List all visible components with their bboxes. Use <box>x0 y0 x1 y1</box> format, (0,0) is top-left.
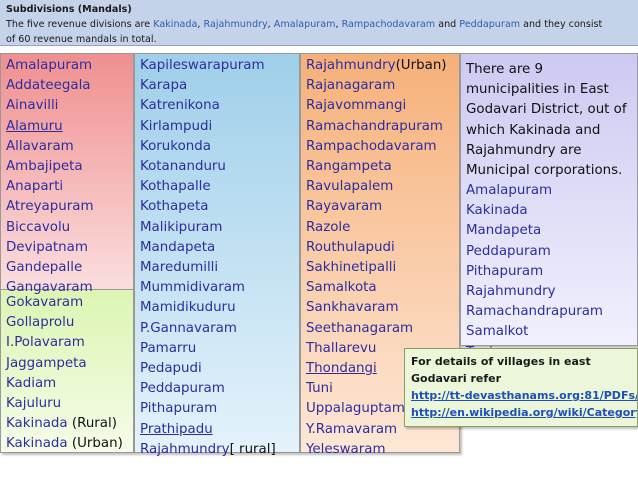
list-item: Razole <box>306 219 351 235</box>
list-item: Karapa <box>140 78 188 94</box>
list-item: Rayavaram <box>306 199 383 215</box>
list-item: Kajuluru <box>6 396 62 412</box>
list-item: Gandepalle <box>6 260 83 276</box>
list-item: Biccavolu <box>6 219 71 235</box>
list-item: Atreyapuram <box>6 199 94 215</box>
list-item: Rajavommangi <box>306 98 407 114</box>
division-rajahmundry: Rajahmundry <box>203 19 268 30</box>
list-item: Maredumilli <box>140 260 219 276</box>
list-item: Gokavaram <box>6 295 84 310</box>
list-item: Ramachandrapuram <box>306 118 443 134</box>
list-item: Mamidikuduru <box>140 300 236 316</box>
list-item: Addateegala <box>6 78 91 94</box>
list-item: Uppalaguptam <box>306 401 405 417</box>
list-item: Sakhinetipalli <box>306 260 397 276</box>
list-item: Jaggampeta <box>6 355 87 371</box>
list-item: Korukonda <box>140 138 211 154</box>
list-item: Thallarevu <box>306 340 377 356</box>
list-item: Routhulapudi <box>306 239 395 255</box>
list-item-rajahmundry-urban: Rajahmundry(Urban) <box>306 58 447 73</box>
mandal-list-3: Kapileswarapuram Karapa Katrenikona Kirl… <box>140 56 276 460</box>
list-item: Amalapuram <box>6 58 93 73</box>
mandal-box-2 <box>0 289 134 453</box>
list-item: Sankhavaram <box>306 300 399 316</box>
list-item-kakinada-urban: Kakinada (Urban) <box>6 436 123 452</box>
list-item: Kadiam <box>6 375 57 391</box>
list-item: Tuni <box>306 381 333 397</box>
description-line-1: The five revenue divisions are Kakinada,… <box>6 19 603 30</box>
list-item: Gangavaram <box>6 280 93 296</box>
division-peddapuram: Peddapuram <box>459 19 521 30</box>
mandal-list-4: Rajahmundry(Urban) Rajanagaram Rajavomma… <box>306 56 447 460</box>
list-item: Mandapeta <box>466 223 542 239</box>
list-item: Pamarru <box>140 340 197 356</box>
list-item: Yeleswaram <box>306 441 386 457</box>
list-item-rajahmundry-rural: Rajahmundry[ rural] <box>140 441 276 457</box>
list-item: Kothapalle <box>140 179 211 195</box>
division-rampachodavaram: Rampachodavaram <box>341 19 436 30</box>
list-item: Anaparti <box>6 179 64 195</box>
list-item: Pithapuram <box>140 401 218 417</box>
list-item: Gollaprolu <box>6 315 75 331</box>
mandal-box-3 <box>134 53 300 453</box>
list-item: Devipatnam <box>6 239 88 255</box>
list-item: Kothapeta <box>140 199 209 215</box>
list-item-kakinada-rural: Kakinada (Rural) <box>6 416 117 432</box>
division-amalapuram: Amalapuram <box>273 19 336 30</box>
list-item: Kotananduru <box>140 159 226 175</box>
list-item: Peddapuram <box>466 243 551 259</box>
list-item: Katrenikona <box>140 98 220 114</box>
mandal-list-2: Gokavaram Gollaprolu I.Polavaram Jaggamp… <box>6 293 123 455</box>
list-item: Ambajipeta <box>6 159 83 175</box>
list-item: Amalapuram <box>466 183 553 198</box>
list-item: Kakinada <box>466 203 528 219</box>
list-item: Samalkota <box>306 280 377 296</box>
list-item: Malikipuram <box>140 219 223 235</box>
list-item: Mummidivaram <box>140 280 245 296</box>
list-item: Kirlampudi <box>140 118 213 134</box>
list-item: Mandapeta <box>140 239 216 255</box>
wikipedia-link[interactable]: http://en.wikipedia.org/wiki/Category <box>411 406 638 419</box>
list-item: Peddapuram <box>140 381 225 397</box>
list-item: Pithapuram <box>466 263 544 279</box>
description-line-2: of 60 revenue mandals in total. <box>6 34 157 45</box>
list-item: I.Polavaram <box>6 335 85 351</box>
list-item: Rajanagaram <box>306 78 396 94</box>
list-item-link[interactable]: Alamuru <box>6 118 63 134</box>
devasthanams-link[interactable]: http://tt-devasthanams.org:81/PDFs/E <box>411 389 638 402</box>
mandal-list-1: Amalapuram Addateegala Ainavilli Alamuru… <box>6 56 94 298</box>
list-item: Ravulapalem <box>306 179 394 195</box>
list-item: Rangampeta <box>306 159 392 175</box>
list-item: Rampachodavaram <box>306 138 437 154</box>
section-title: Subdivisions (Mandals) <box>6 4 132 15</box>
municipalities-intro: There are 9 municipalities in East Godav… <box>466 62 627 179</box>
list-item: Allavaram <box>6 138 74 154</box>
header-banner: Subdivisions (Mandals) The five revenue … <box>0 0 638 46</box>
list-item: P.Gannavaram <box>140 320 237 336</box>
corporation-box <box>460 53 638 346</box>
list-item: Kapileswarapuram <box>140 58 265 73</box>
list-item: Rajahmundry <box>466 284 556 300</box>
municipality-list: Amalapuram Kakinada Mandapeta Peddapuram… <box>466 181 603 363</box>
division-kakinada: Kakinada <box>153 19 198 30</box>
list-item: Samalkot <box>466 324 529 340</box>
list-item-link[interactable]: Thondangi <box>306 361 377 377</box>
list-item: Seethanagaram <box>306 320 414 336</box>
note-line-2: Godavari refer <box>411 372 502 385</box>
list-item: Ainavilli <box>6 98 59 114</box>
mandal-box-1 <box>0 53 134 291</box>
list-item: Pedapudi <box>140 361 202 377</box>
list-item: Y.Ramavaram <box>306 421 398 437</box>
list-item: Ramachandrapuram <box>466 304 603 320</box>
villages-note: For details of villages in east Godavari… <box>404 348 638 427</box>
list-item-link[interactable]: Prathipadu <box>140 421 213 437</box>
note-line-1: For details of villages in east <box>411 355 591 368</box>
